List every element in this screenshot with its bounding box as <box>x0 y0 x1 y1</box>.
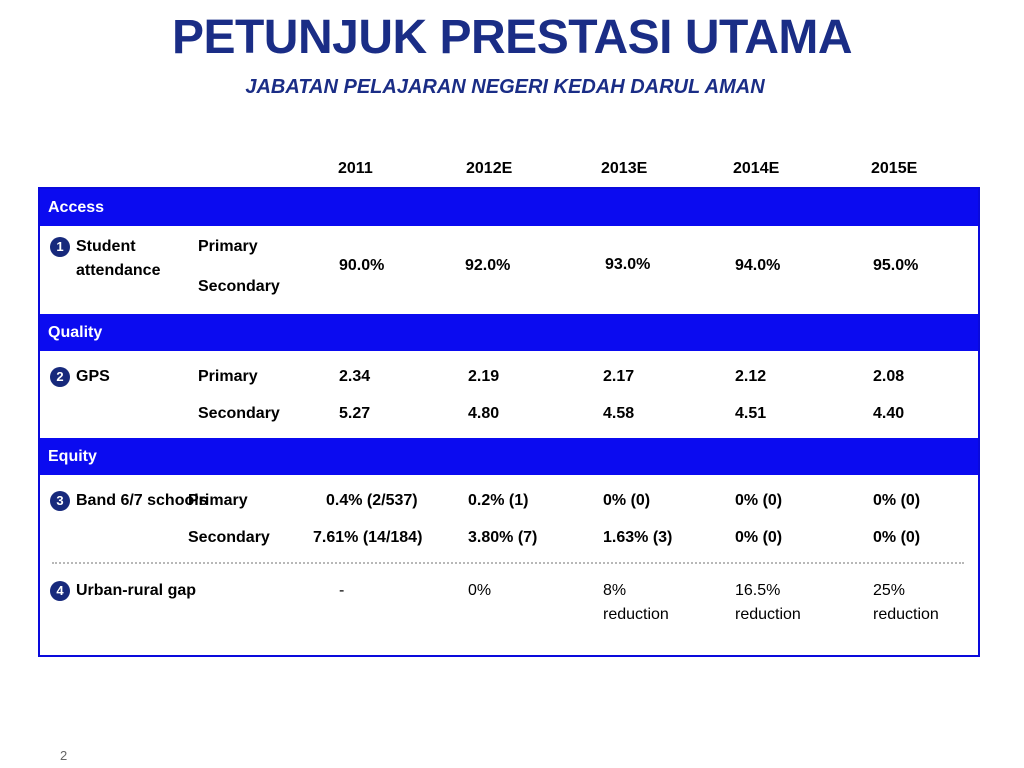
table-cell: 4.40 <box>873 405 905 422</box>
row-number-badge: 2 <box>50 367 70 387</box>
table-cell: 3.80% (7) <box>468 529 538 546</box>
row-sublabel-secondary: Secondary <box>198 405 280 422</box>
page-title: PETUNJUK PRESTASI UTAMA <box>171 11 853 64</box>
table-cell: 2.12 <box>735 368 767 385</box>
table-cell: 25% <box>873 582 906 599</box>
column-header-2011: 2011 <box>338 160 373 177</box>
row-sublabel-primary: Primary <box>188 492 248 509</box>
row-label: Urban-rural gap <box>76 582 197 599</box>
table-cell: 2.34 <box>339 368 371 385</box>
page-number: 2 <box>60 748 68 763</box>
section-header-quality: Quality <box>40 314 978 351</box>
column-header-2015e: 2015E <box>871 160 918 177</box>
table-cell: 0% (0) <box>873 492 921 509</box>
row-sublabel-primary: Primary <box>198 238 258 255</box>
section-header-equity: Equity <box>40 438 978 475</box>
table-cell: 90.0% <box>339 257 385 274</box>
column-header-2012e: 2012E <box>466 160 513 177</box>
row-sublabel-secondary: Secondary <box>188 529 270 546</box>
table-cell: 0.2% (1) <box>468 492 529 509</box>
table-cell: 2.17 <box>603 368 635 385</box>
page-subtitle: JABATAN PELAJARAN NEGERI KEDAH DARUL AMA… <box>245 76 765 98</box>
table-cell: 93.0% <box>605 256 651 273</box>
table-cell: - <box>339 582 345 599</box>
table-cell: 0% <box>468 582 492 599</box>
section-header-access: Access <box>40 189 978 226</box>
table-cell-suffix: reduction <box>735 606 801 623</box>
table-cell: 0% (0) <box>873 529 921 546</box>
table-cell: 0.4% (2/537) <box>326 492 418 509</box>
row-sublabel-secondary: Secondary <box>198 278 280 295</box>
table-cell: 4.80 <box>468 405 500 422</box>
column-header-2014e: 2014E <box>733 160 780 177</box>
table-cell: 5.27 <box>339 405 371 422</box>
row-sublabel-primary: Primary <box>198 368 258 385</box>
row-label: attendance <box>76 262 161 279</box>
row-number-badge: 3 <box>50 491 70 511</box>
row-number-badge: 1 <box>50 237 70 257</box>
row-label: Band 6/7 schools <box>76 492 208 509</box>
table-cell: 1.63% (3) <box>603 529 673 546</box>
kpi-table: Access 1 Student attendance Primary Seco… <box>38 187 980 657</box>
table-cell: 0% (0) <box>735 529 783 546</box>
row-label: GPS <box>76 368 110 385</box>
table-cell: 16.5% <box>735 582 781 599</box>
column-header-2013e: 2013E <box>601 160 648 177</box>
table-cell: 2.08 <box>873 368 905 385</box>
table-cell: 0% (0) <box>735 492 783 509</box>
table-cell: 4.51 <box>735 405 767 422</box>
table-cell: 92.0% <box>465 257 511 274</box>
row-divider <box>52 562 964 564</box>
row-label: Student <box>76 238 136 255</box>
row-number-badge: 4 <box>50 581 70 601</box>
table-cell: 4.58 <box>603 405 635 422</box>
table-cell: 2.19 <box>468 368 500 385</box>
table-cell: 8% <box>603 582 627 599</box>
table-cell-suffix: reduction <box>603 606 669 623</box>
table-cell: 7.61% (14/184) <box>313 529 423 546</box>
table-cell-suffix: reduction <box>873 606 939 623</box>
table-cell: 94.0% <box>735 257 781 274</box>
table-cell: 95.0% <box>873 257 919 274</box>
table-cell: 0% (0) <box>603 492 651 509</box>
